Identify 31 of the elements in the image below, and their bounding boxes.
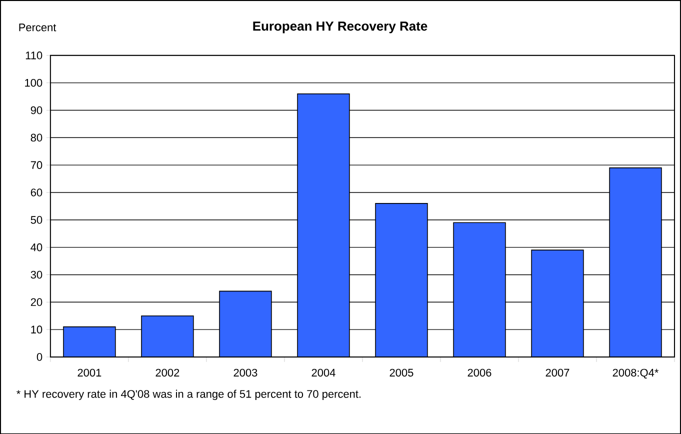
y-tick-label: 70 — [30, 161, 42, 169]
bar — [141, 315, 194, 357]
y-tick-label: 90 — [30, 106, 42, 114]
bar — [609, 167, 662, 357]
x-tick-label: 2006 — [468, 368, 492, 376]
y-tick-label: 30 — [30, 270, 42, 278]
y-tick-label: 100 — [25, 78, 42, 87]
y-tick-label: 10 — [31, 325, 42, 334]
x-tick-label: 2001 — [78, 368, 102, 376]
chart-title: European HY Recovery Rate — [253, 21, 428, 34]
x-tick-label: 2008:Q4* — [612, 368, 659, 378]
text: * HY recovery rate in 4Q'08 was in a range of 51 percent to 70 percent. — [16, 390, 361, 400]
y-tick-label: 110 — [26, 51, 42, 60]
y-tick-label: 50 — [30, 216, 42, 224]
bar — [531, 249, 584, 357]
x-tick-label: 2004 — [312, 368, 336, 376]
y-axis-title: Percent — [19, 23, 56, 32]
y-tick-label: 20 — [30, 298, 42, 306]
x-tick-label: 2007 — [546, 368, 570, 376]
bar — [297, 93, 350, 357]
bar — [63, 326, 116, 357]
bar — [219, 290, 272, 357]
y-tick-label: 40 — [30, 243, 42, 252]
x-tick-label: 2003 — [234, 368, 258, 376]
y-tick-label: 80 — [30, 134, 42, 142]
bar — [375, 202, 428, 357]
x-tick-label: 2005 — [390, 368, 414, 376]
y-tick-label: 0 — [36, 352, 42, 361]
x-tick-label: 2002 — [156, 368, 180, 376]
y-tick-label: 60 — [30, 188, 42, 196]
bar — [453, 222, 506, 357]
